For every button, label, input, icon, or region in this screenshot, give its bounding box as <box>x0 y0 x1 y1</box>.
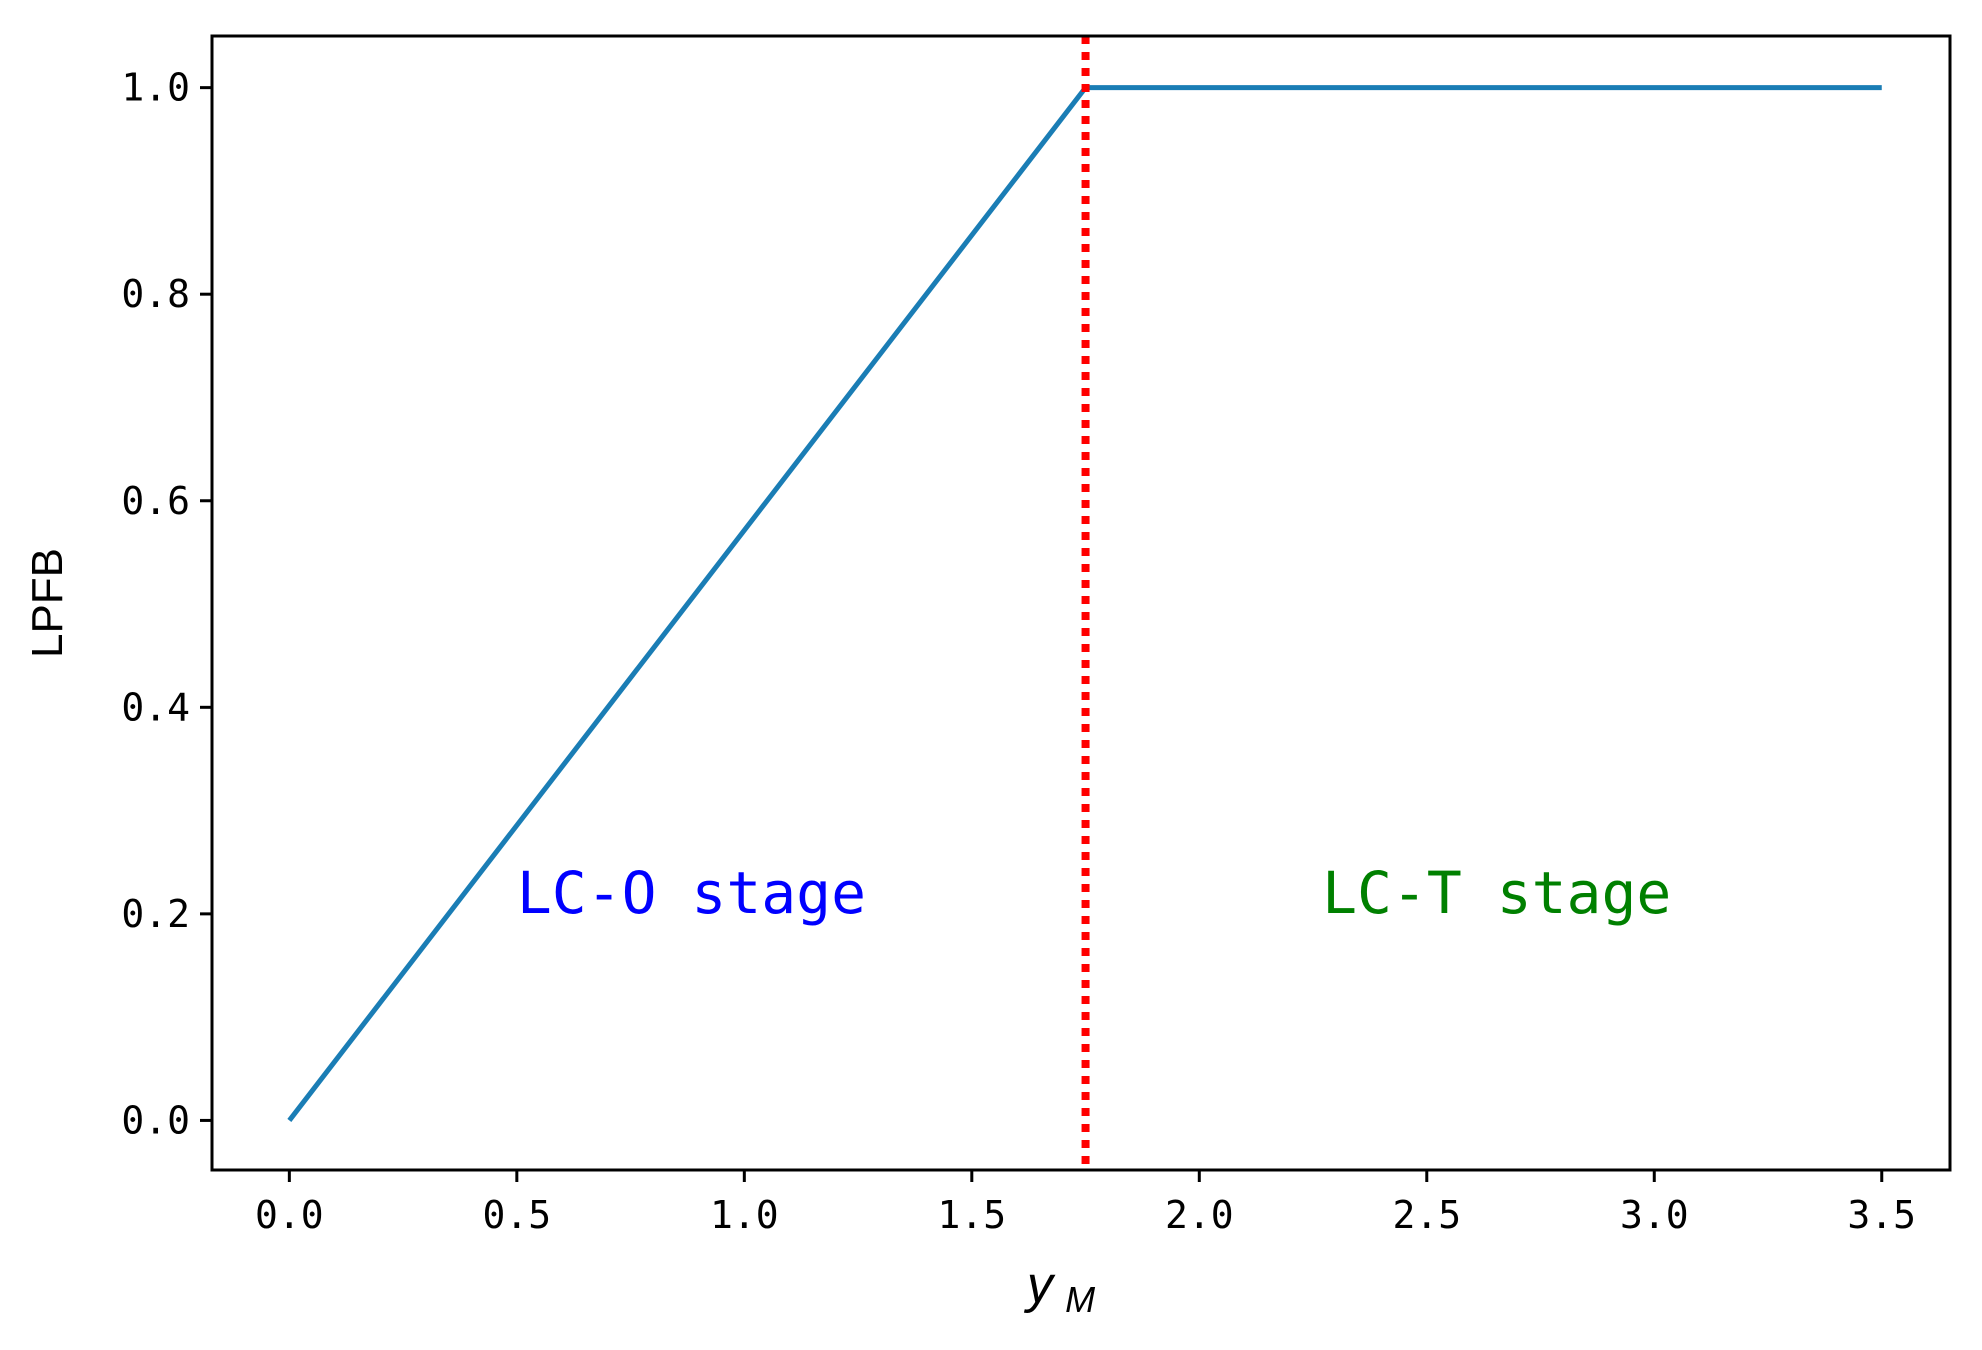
x-tick-label: 1.5 <box>937 1193 1006 1237</box>
x-tick-label: 3.0 <box>1620 1193 1689 1237</box>
ticks-layer: 0.0 0.5 1.0 1.5 2.0 2.5 3.0 3.5 0.0 0.2 0.4 0.6 0.8 1… <box>121 66 1916 1237</box>
y-tick-label: 0.4 <box>121 685 190 729</box>
x-tick-label: 2.0 <box>1165 1193 1234 1237</box>
x-axis-title-main: y <box>1024 1256 1056 1314</box>
y-tick-label: 1.0 <box>121 66 190 110</box>
x-tick-label: 1.0 <box>710 1193 779 1237</box>
plot-layer: LC-O stage LC-T stage <box>287 36 1882 1170</box>
x-tick-label: 0.0 <box>255 1193 324 1237</box>
x-axis-title-subscript: M <box>1065 1279 1095 1320</box>
x-tick-label: 0.5 <box>483 1193 552 1237</box>
annotation-1: LC-T stage <box>1322 859 1671 927</box>
y-tick-label: 0.8 <box>121 272 190 316</box>
y-tick-label: 0.2 <box>121 892 190 936</box>
x-tick-label: 3.5 <box>1847 1193 1916 1237</box>
plot-area-frame <box>210 34 1952 1172</box>
x-axis-title: y M <box>1024 1256 1095 1320</box>
y-tick-label: 0.6 <box>121 479 190 523</box>
y-tick-label: 0.0 <box>121 1098 190 1142</box>
x-tick-label: 2.5 <box>1392 1193 1461 1237</box>
y-axis-title: LPFB <box>23 548 72 658</box>
annotation-0: LC-O stage <box>517 859 866 927</box>
